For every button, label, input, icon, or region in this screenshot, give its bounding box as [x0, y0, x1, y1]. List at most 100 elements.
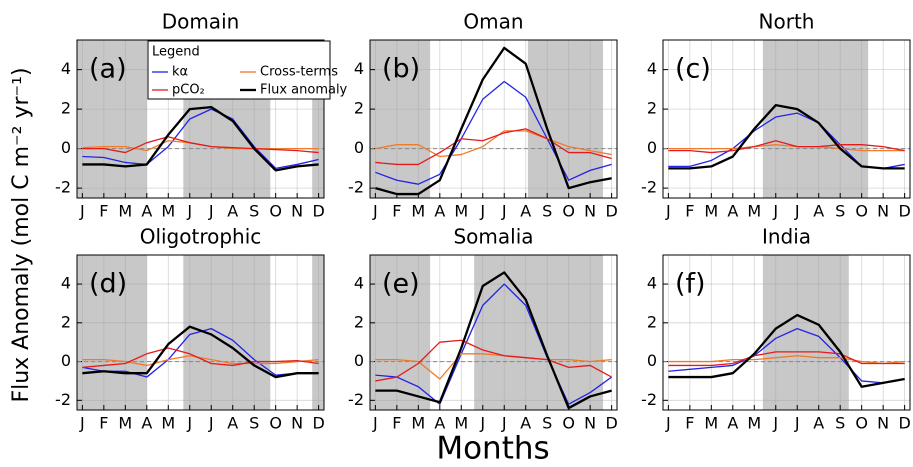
x-tick-label: N — [291, 414, 303, 433]
x-tick-label: M — [747, 414, 761, 433]
panel-title: Oligotrophic — [140, 225, 262, 249]
x-tick-label: O — [855, 414, 868, 433]
x-tick-label: O — [562, 414, 575, 433]
legend-box — [147, 40, 331, 100]
series-line — [82, 108, 319, 170]
x-tick-label: S — [249, 202, 259, 221]
plot-frame — [662, 254, 911, 411]
x-tick-label: M — [704, 414, 718, 433]
x-tick-label: J — [794, 202, 800, 221]
series-line — [375, 353, 612, 380]
panel-label: (a) — [89, 54, 127, 85]
x-tick-label: A — [227, 414, 238, 433]
x-tick-label: S — [249, 414, 259, 433]
legend: Legend kα Cross-terms pCO₂ Flux anomaly — [147, 40, 348, 100]
series-line — [375, 80, 612, 185]
x-tick-label: M — [704, 202, 718, 221]
shaded-span — [312, 40, 324, 198]
y-tick-label: 2 — [647, 312, 657, 331]
series-line — [668, 313, 905, 388]
x-tick-label: O — [269, 202, 282, 221]
x-tick-label: A — [727, 202, 738, 221]
y-tick-label: 2 — [61, 312, 71, 331]
y-tick-label: 0 — [61, 351, 71, 370]
y-tick-label: -2 — [641, 178, 657, 197]
series-line — [668, 140, 905, 154]
legend-title: Legend — [152, 45, 200, 60]
x-tick-label: M — [118, 202, 132, 221]
y-tick-label: 0 — [61, 138, 71, 157]
x-tick-label: J — [208, 414, 214, 433]
legend-label: kα — [172, 65, 188, 80]
x-tick-label: J — [79, 202, 85, 221]
x-tick-label: D — [312, 414, 324, 433]
x-tick-label: S — [835, 414, 845, 433]
x-tick-label: J — [772, 414, 778, 433]
shaded-span — [77, 40, 147, 198]
y-tick-label: -2 — [55, 178, 71, 197]
x-tick-label: N — [291, 202, 303, 221]
x-tick-label: O — [562, 202, 575, 221]
series-line — [668, 327, 905, 384]
series-line — [375, 271, 612, 410]
panel-title: Domain — [162, 10, 240, 34]
panel-label: (b) — [382, 54, 420, 85]
panel-label: (c) — [675, 54, 711, 85]
y-tick-label: 4 — [61, 274, 71, 293]
legend-label: Cross-terms — [260, 65, 338, 80]
series-line — [82, 355, 319, 367]
x-tick-label: N — [877, 414, 889, 433]
x-tick-label: J — [186, 414, 192, 433]
series-line — [375, 46, 612, 196]
y-tick-label: 4 — [354, 59, 364, 78]
x-tick-label: F — [99, 414, 108, 433]
x-tick-label: A — [434, 414, 445, 433]
panel-title: India — [762, 225, 811, 249]
y-tick-label: 2 — [354, 99, 364, 118]
x-tick-label: F — [685, 202, 694, 221]
y-tick-label: 4 — [354, 274, 364, 293]
x-tick-label: J — [479, 202, 485, 221]
x-tick-label: A — [227, 202, 238, 221]
x-tick-label: M — [454, 202, 468, 221]
y-tick-label: 2 — [61, 99, 71, 118]
y-tick-label: 4 — [61, 59, 71, 78]
panel-title: Somalia — [453, 225, 533, 249]
series-line — [375, 339, 612, 382]
series-line — [668, 355, 905, 365]
y-tick-label: 4 — [647, 59, 657, 78]
x-tick-label: J — [208, 202, 214, 221]
x-tick-label: J — [794, 414, 800, 433]
x-tick-label: J — [772, 202, 778, 221]
y-tick-label: 2 — [647, 99, 657, 118]
x-tick-label: N — [877, 202, 889, 221]
x-tick-label: A — [520, 202, 531, 221]
y-tick-label: 0 — [354, 351, 364, 370]
x-tick-label: M — [118, 414, 132, 433]
legend-label: pCO₂ — [172, 83, 205, 98]
x-tick-label: A — [141, 414, 152, 433]
x-tick-label: M — [161, 202, 175, 221]
shaded-span — [762, 40, 869, 198]
x-tick-label: F — [99, 202, 108, 221]
y-tick-label: 0 — [647, 138, 657, 157]
series-line — [82, 136, 319, 154]
y-tick-label: -2 — [348, 390, 364, 409]
x-tick-label: N — [584, 414, 596, 433]
x-tick-label: J — [479, 414, 485, 433]
x-tick-label: J — [186, 202, 192, 221]
x-tick-label: A — [520, 414, 531, 433]
plot-frame — [76, 254, 325, 411]
y-tick-label: 4 — [647, 274, 657, 293]
x-tick-label: M — [454, 414, 468, 433]
x-tick-label: F — [392, 414, 401, 433]
x-tick-label: A — [813, 414, 824, 433]
series-line — [82, 325, 319, 379]
y-tick-label: 2 — [354, 312, 364, 331]
plot-frame — [662, 39, 911, 199]
x-tick-label: O — [269, 414, 282, 433]
